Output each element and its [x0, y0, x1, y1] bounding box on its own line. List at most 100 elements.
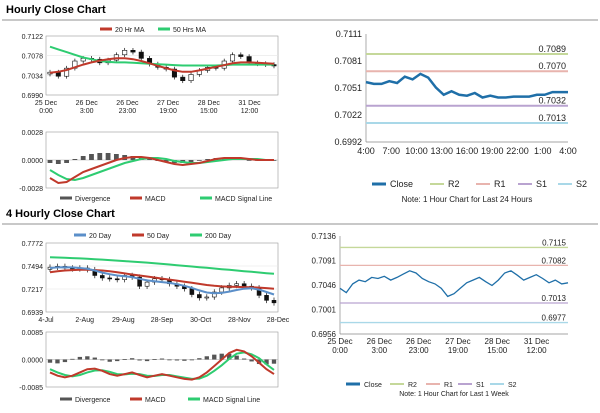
level-label-s1: 0.7013	[542, 294, 567, 303]
hourly-pivot-chart: 0.7111 0.7081 0.7051 0.7022 0.6992 0.7089 0.70…	[334, 29, 587, 204]
x-tick-label: 27 Dec	[445, 337, 470, 346]
ma-legend-label: 50 Hrs MA	[173, 27, 206, 34]
divergence-bar	[196, 160, 202, 161]
level-label-s1: 0.7032	[538, 96, 566, 106]
macd-legend-label: Divergence	[75, 397, 111, 404]
divergence-bar	[64, 160, 69, 163]
hourly-candlestick-chart: 20 Hr MA 50 Hrs MA 0.7122 0.7078 0.7034 0.699…	[22, 27, 279, 115]
x-tick-label: 28-Nov	[228, 317, 251, 324]
legend-label: S2	[508, 382, 517, 389]
hourly-section-divider	[2, 19, 598, 21]
divergence-bar	[55, 160, 61, 164]
legend-label: S1	[536, 179, 547, 189]
macd-legend-label: MACD	[145, 196, 166, 203]
x-tick-label: 0:00	[39, 108, 53, 115]
y-tick-label: 0.7001	[312, 306, 337, 315]
x-tick-label: 26 Dec	[367, 337, 392, 346]
x-tick-label: 26 Dec	[406, 337, 431, 346]
divergence-bar	[204, 356, 209, 360]
divergence-bar	[182, 359, 187, 361]
level-label-s2: 0.6977	[542, 314, 567, 323]
candle-body	[137, 276, 142, 287]
divergence-bar	[105, 153, 111, 160]
y-tick-label: 0.7078	[22, 54, 44, 61]
ma-legend-label: 20 Hr MA	[115, 27, 145, 34]
divergence-bar	[167, 359, 172, 361]
candle-body	[241, 283, 247, 287]
weekly-pivot-chart: 0.7136 0.7091 0.7046 0.7001 0.6956 0.7115 0.70…	[312, 232, 569, 398]
divergence-bar	[189, 359, 195, 361]
candle-body	[230, 54, 236, 62]
candle-body	[197, 294, 202, 299]
x-tick-label: 28 Dec	[198, 100, 221, 107]
x-tick-label: 10:00	[405, 146, 428, 156]
y-tick-label: 0.7122	[22, 34, 44, 41]
y-tick-label: 0.7136	[312, 232, 337, 241]
y-tick-label: 0.7051	[334, 83, 362, 93]
y-tick-label: 0.7022	[334, 110, 362, 120]
macd-line	[49, 156, 274, 185]
chart-note: Note: 1 Hour Chart for Last 24 Hours	[402, 195, 533, 204]
x-tick-label: 19:00	[448, 346, 469, 355]
ma-50-line	[49, 45, 274, 67]
divergence-bar	[249, 359, 254, 362]
x-tick-label: 29-Aug	[112, 317, 135, 324]
y-tick-label: 0.0000	[22, 158, 44, 165]
ma-50-line	[49, 268, 275, 290]
divergence-bar	[188, 160, 194, 162]
candle-body	[138, 51, 144, 59]
candle-body	[64, 67, 70, 77]
level-label-r2: 0.7115	[542, 238, 566, 247]
macd-legend-label: Divergence	[75, 196, 111, 203]
x-tick-label: 3:00	[372, 346, 388, 355]
x-tick-label: 3:00	[80, 108, 94, 115]
y-tick-label: 0.0028	[22, 130, 44, 137]
y-tick-label: 0.0085	[22, 330, 44, 337]
x-tick-label: 2-Aug	[75, 317, 94, 324]
x-tick-label: 0:00	[332, 346, 348, 355]
candle-body	[122, 50, 128, 56]
divergence-bar	[70, 358, 75, 360]
level-label-s2: 0.7013	[538, 113, 566, 123]
x-tick-label: 12:00	[527, 346, 548, 355]
ma-legend-label: 50 Day	[147, 233, 170, 240]
legend-label: R2	[448, 179, 460, 189]
y-tick-label: 0.7111	[336, 29, 362, 39]
x-tick-label: 7:00	[382, 146, 400, 156]
x-tick-label: 31 Dec	[524, 337, 549, 346]
divergence-bar	[89, 154, 94, 160]
candle-body	[171, 68, 177, 78]
divergence-bar	[241, 358, 247, 360]
legend-label: Close	[390, 179, 413, 189]
divergence-bar	[159, 358, 165, 360]
divergence-bar	[246, 160, 252, 161]
four-hourly-section-divider	[2, 223, 598, 225]
x-tick-label: 28 Dec	[485, 337, 510, 346]
legend-label: S1	[476, 382, 485, 389]
x-tick-label: 1:00	[534, 146, 552, 156]
macd-legend-label: MACD Signal Line	[203, 397, 260, 404]
ma-200-line	[49, 256, 275, 275]
candle-body	[211, 291, 217, 298]
candle-body	[204, 296, 210, 299]
hourly-macd-chart: 0.0028 0.0000 -0.0028 Divergence MACD MACD Si…	[19, 130, 279, 203]
candle-body	[144, 281, 150, 287]
x-tick-label: 25 Dec	[35, 100, 58, 107]
ma-legend-label: 200 Day	[205, 233, 232, 240]
divergence-bar	[152, 359, 157, 360]
divergence-bar	[271, 359, 277, 364]
candle-body	[234, 283, 239, 286]
legend-label: R1	[494, 179, 506, 189]
divergence-bar	[47, 359, 53, 363]
divergence-bar	[144, 359, 150, 362]
y-tick-label: 0.7217	[22, 287, 44, 294]
macd-legend-label: MACD	[145, 397, 166, 404]
x-tick-label: 4:00	[559, 146, 577, 156]
candle-body	[264, 295, 269, 301]
legend-label: S2	[576, 179, 587, 189]
divergence-bar	[212, 354, 217, 360]
candle-body	[107, 277, 113, 280]
candle-body	[130, 50, 136, 53]
divergence-bar	[264, 359, 269, 365]
close-line	[365, 72, 568, 99]
